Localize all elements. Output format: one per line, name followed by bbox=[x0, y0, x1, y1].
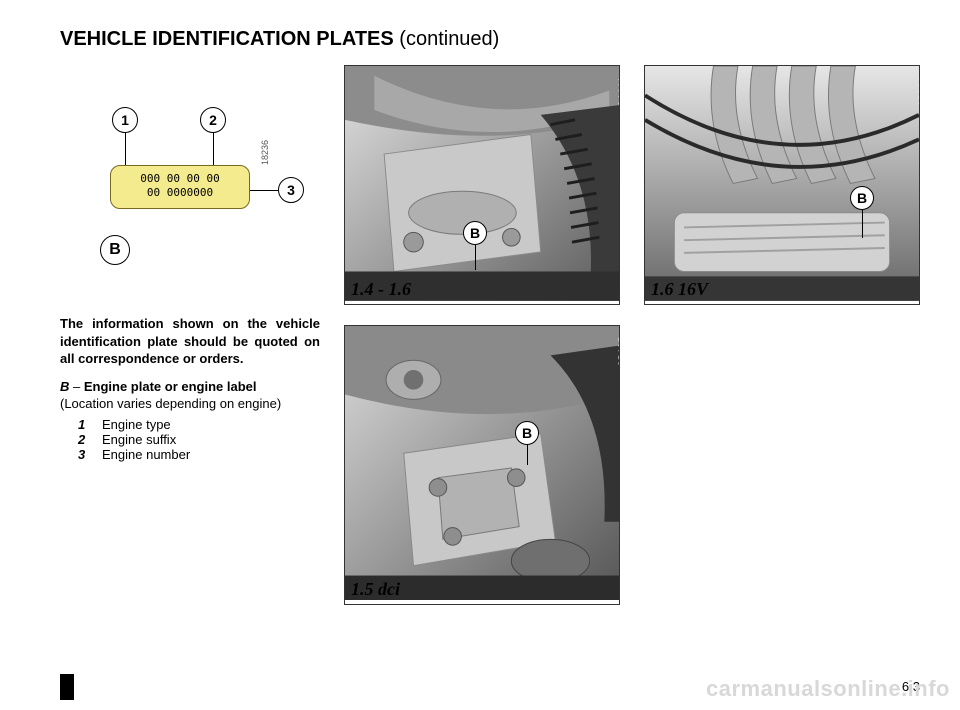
photo-caption: 1.5 dci bbox=[351, 579, 400, 600]
item-list: 1 Engine type 2 Engine suffix 3 Engine n… bbox=[60, 417, 320, 462]
list-item: 3 Engine number bbox=[78, 447, 320, 462]
title-continued: (continued) bbox=[399, 28, 499, 50]
engine-photo-1-4-1-6: B 24441 1.4 - 1.6 bbox=[344, 65, 620, 305]
title-main: VEHICLE IDENTIFICATION PLATES bbox=[60, 28, 394, 50]
section-b-heading: B – Engine plate or engine label (Locati… bbox=[60, 378, 320, 413]
engine-photo-1-6-16v: B 25921 1.6 16V bbox=[644, 65, 920, 305]
engine-photo-1-5-dci: B 25407 1.5 dci bbox=[344, 325, 620, 605]
page-marker-icon bbox=[60, 674, 74, 700]
section-b-letter: B bbox=[60, 379, 69, 394]
photo-caption: 1.4 - 1.6 bbox=[351, 279, 411, 300]
diagram-image-code: 18236 bbox=[260, 140, 270, 165]
b-marker-icon: B bbox=[515, 421, 539, 445]
plate-line-1: 000 00 00 00 bbox=[111, 172, 249, 186]
list-item-num: 1 bbox=[78, 417, 92, 432]
photo-image-code: 25407 bbox=[617, 336, 620, 366]
callout-3: 3 bbox=[278, 177, 304, 203]
section-b-title: Engine plate or engine label bbox=[84, 379, 257, 394]
plate-diagram: 1 2 3 000 00 00 00 00 0000000 18236 B bbox=[60, 65, 320, 265]
b-marker-icon: B bbox=[850, 186, 874, 210]
list-item-text: Engine number bbox=[102, 447, 190, 462]
list-item-text: Engine type bbox=[102, 417, 171, 432]
photo-caption: 1.6 16V bbox=[651, 279, 708, 300]
list-item-text: Engine suffix bbox=[102, 432, 176, 447]
photo-image-code: 25921 bbox=[917, 76, 920, 106]
list-item: 2 Engine suffix bbox=[78, 432, 320, 447]
photo-image-code: 24441 bbox=[617, 76, 620, 106]
section-b-sub: (Location varies depending on engine) bbox=[60, 396, 281, 411]
page-number: 6.3 bbox=[902, 679, 920, 694]
identification-plate: 000 00 00 00 00 0000000 bbox=[110, 165, 250, 209]
intro-paragraph: The information shown on the vehicle ide… bbox=[60, 315, 320, 368]
callout-2: 2 bbox=[200, 107, 226, 133]
callout-B: B bbox=[100, 235, 130, 265]
plate-line-2: 00 0000000 bbox=[111, 186, 249, 200]
page-title: VEHICLE IDENTIFICATION PLATES (continued… bbox=[60, 28, 920, 51]
section-b-dash: – bbox=[69, 379, 83, 394]
callout-1: 1 bbox=[112, 107, 138, 133]
b-marker-icon: B bbox=[463, 221, 487, 245]
list-item-num: 2 bbox=[78, 432, 92, 447]
list-item-num: 3 bbox=[78, 447, 92, 462]
list-item: 1 Engine type bbox=[78, 417, 320, 432]
